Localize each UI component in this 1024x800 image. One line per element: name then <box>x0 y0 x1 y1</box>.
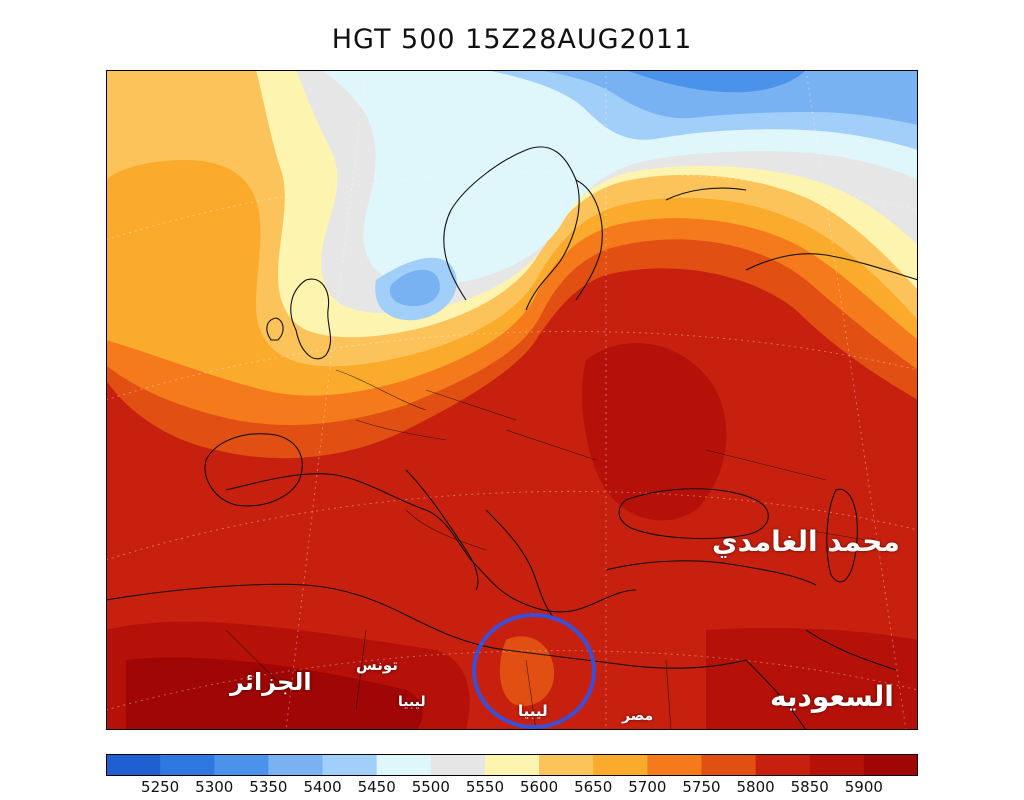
colorbar-swatch <box>647 754 702 776</box>
colorbar-swatch <box>323 754 378 776</box>
country-label-libya-east: ليبيا <box>518 702 548 720</box>
colorbar-swatch <box>485 754 540 776</box>
map-title: HGT 500 15Z28AUG2011 <box>0 24 1024 55</box>
country-label-libya-west: ليبيا <box>398 694 426 710</box>
colorbar-tick-label: 5400 <box>303 778 341 796</box>
colorbar-tick-labels: 5250 5300 5350 5400 5450 5500 5550 5600 5650 5700… <box>106 778 918 798</box>
colorbar-swatch <box>106 754 161 776</box>
colorbar <box>106 754 918 776</box>
colorbar-swatch <box>214 754 269 776</box>
colorbar-swatch <box>160 754 215 776</box>
colorbar-swatch <box>431 754 486 776</box>
colorbar-tick-label: 5550 <box>466 778 504 796</box>
colorbar-tick-label: 5300 <box>195 778 233 796</box>
colorbar-tick-label: 5250 <box>141 778 179 796</box>
colorbar-tick-label: 5450 <box>358 778 396 796</box>
colorbar-swatch <box>810 754 865 776</box>
colorbar-tick-label: 5900 <box>845 778 883 796</box>
geopotential-height-map <box>106 70 918 730</box>
colorbar-tick-label: 5350 <box>249 778 287 796</box>
colorbar-tick-label: 5700 <box>628 778 666 796</box>
colorbar-tick-label: 5850 <box>791 778 829 796</box>
colorbar-swatch <box>593 754 648 776</box>
country-label-algeria: الجزائر <box>230 668 312 696</box>
colorbar-swatch <box>701 754 756 776</box>
colorbar-tick-label: 5600 <box>520 778 558 796</box>
country-label-egypt: مصر <box>622 708 653 724</box>
colorbar-tick-label: 5800 <box>737 778 775 796</box>
colorbar-swatch <box>864 754 918 776</box>
country-label-saudi: السعوديه <box>770 680 894 713</box>
colorbar-swatch <box>756 754 811 776</box>
colorbar-swatch <box>539 754 594 776</box>
colorbar-tick-label: 5500 <box>412 778 450 796</box>
colorbar-tick-label: 5650 <box>574 778 612 796</box>
colorbar-swatch <box>377 754 432 776</box>
colorbar-tick-label: 5750 <box>682 778 720 796</box>
country-label-tunisia: تونس <box>356 656 398 674</box>
author-label: محمد الغامدي <box>712 525 900 558</box>
colorbar-swatch <box>268 754 323 776</box>
